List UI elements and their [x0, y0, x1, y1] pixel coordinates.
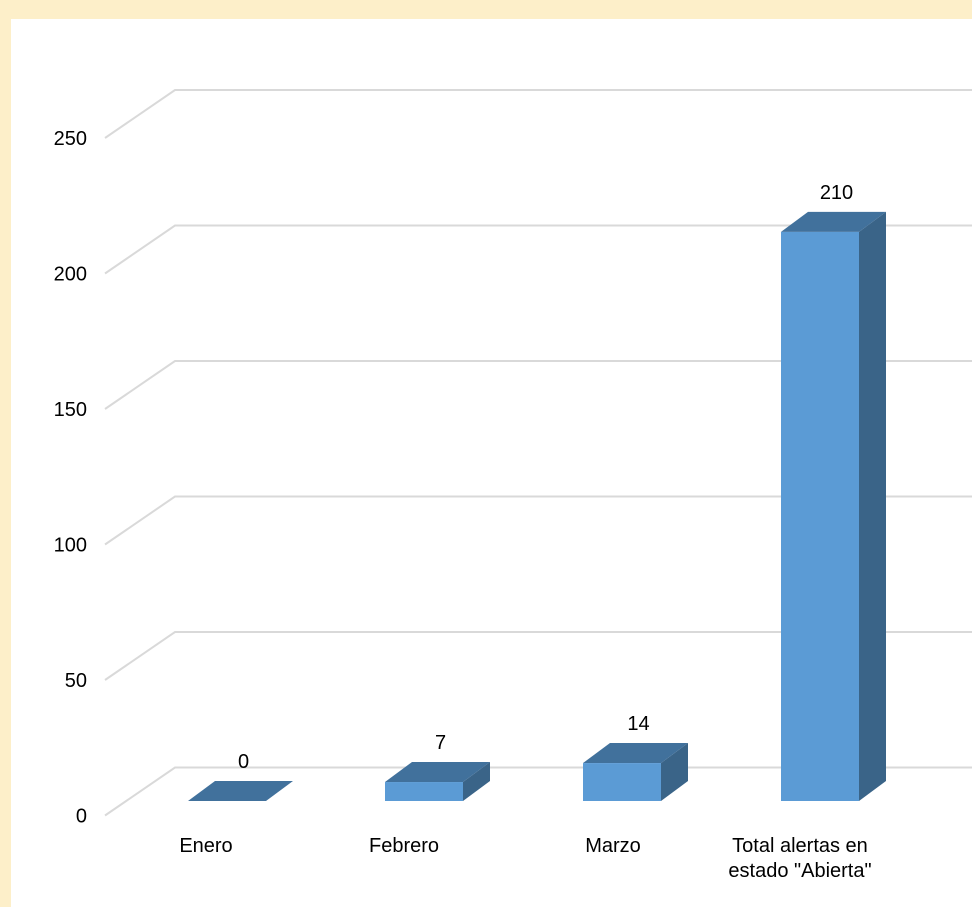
- category-label-3: Total alertas en estado "Abierta": [728, 835, 871, 882]
- bar-front-3: [781, 231, 859, 801]
- data-labels: 0 7 14 210: [238, 182, 853, 773]
- gridline-0: [104, 766, 972, 817]
- gridline-50: [104, 631, 972, 681]
- category-label-1: Febrero: [369, 835, 439, 857]
- bar-top-0: [188, 781, 293, 801]
- gridlines: [104, 89, 972, 817]
- gridline-200: [104, 224, 972, 275]
- gridline-150: [104, 360, 972, 410]
- bar-0: [188, 781, 293, 801]
- y-tick-label-250: 250: [54, 128, 87, 150]
- category-label-0: Enero: [179, 835, 232, 857]
- y-tick-label-50: 50: [65, 670, 87, 692]
- bar-front-1: [385, 782, 463, 801]
- data-label-3: 210: [820, 182, 853, 204]
- bar-top-1: [385, 762, 490, 783]
- gridline-100: [104, 495, 972, 546]
- y-tick-label-200: 200: [54, 264, 87, 286]
- y-axis-ticks: 0 50 100 150 200 250: [54, 128, 87, 828]
- category-labels: Enero Febrero Marzo Total alertas en estado …: [179, 835, 871, 882]
- bar-side-1: [463, 762, 490, 801]
- bar-3: [781, 211, 886, 801]
- bar-side-3: [859, 211, 886, 801]
- gridline-250: [104, 89, 972, 139]
- bars: [188, 211, 886, 801]
- bar-side-2: [661, 743, 688, 801]
- bar-top-3: [781, 211, 886, 232]
- data-label-1: 7: [435, 732, 446, 754]
- bar-top-2: [583, 743, 688, 764]
- bar-front-2: [583, 763, 661, 801]
- y-tick-label-150: 150: [54, 399, 87, 421]
- bar-1: [385, 762, 490, 801]
- category-label-2: Marzo: [585, 835, 641, 857]
- bar-chart: 0 50 100 150 200 250 0 7 14 210 Enero Febrero Marz…: [54, 89, 972, 882]
- bar-2: [583, 743, 688, 801]
- y-tick-label-100: 100: [54, 535, 87, 557]
- data-label-2: 14: [627, 713, 649, 735]
- data-label-0: 0: [238, 751, 249, 773]
- y-tick-label-0: 0: [76, 806, 87, 828]
- chart-area: 0 50 100 150 200 250 0 7 14 210 Enero Febrero Marz…: [11, 19, 972, 907]
